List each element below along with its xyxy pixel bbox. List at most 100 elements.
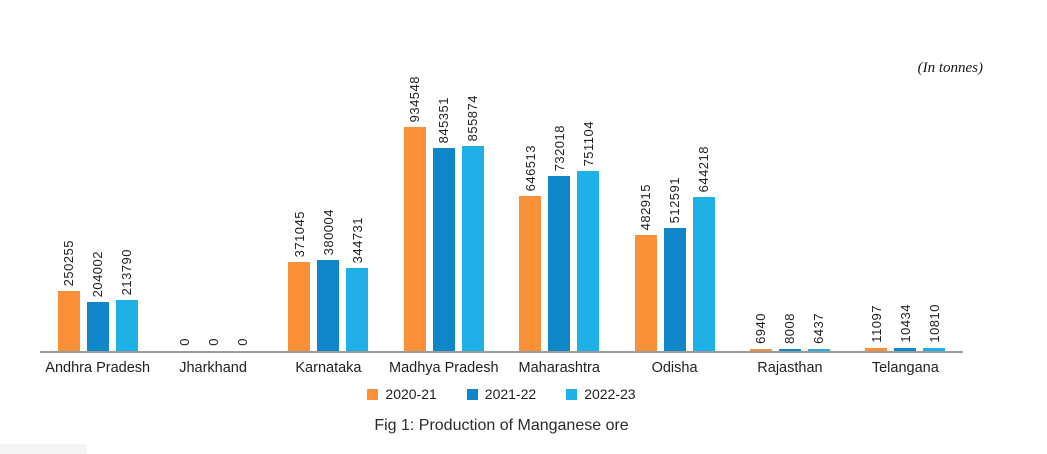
- bar-cell: 204002: [86, 51, 109, 351]
- bar-cell: 213790: [115, 51, 138, 351]
- bar-cell: 646513: [519, 51, 542, 351]
- bar-cell: 644218: [692, 51, 715, 351]
- bar-cell: 512591: [663, 51, 686, 351]
- bar-cell: 371045: [288, 51, 311, 351]
- bar: [865, 348, 888, 351]
- bar: [634, 235, 657, 351]
- bar-cell: 0: [231, 51, 253, 351]
- category-label: Maharashtra: [518, 360, 600, 376]
- legend-label: 2021-22: [484, 386, 537, 402]
- bar-cell: 855874: [461, 51, 484, 351]
- bar: [403, 127, 426, 351]
- bar-cell: 934548: [403, 51, 426, 351]
- category-label: Telangana: [871, 360, 939, 376]
- legend-label: 2022-23: [584, 386, 636, 402]
- bar: [115, 300, 138, 351]
- bar: [923, 348, 946, 351]
- bar-plot-area: 250255 204002 213790 0 0 0 371045 380004 344731 9…: [40, 51, 963, 353]
- chart-legend: 2020-21 2021-22 2022-23: [40, 386, 963, 402]
- bar: [57, 291, 80, 351]
- value-label: 0: [205, 338, 221, 346]
- bar: [663, 228, 686, 351]
- units-note: (In tonnes): [917, 60, 983, 76]
- bar-cell: 845351: [432, 51, 455, 351]
- bar-cell: 250255: [57, 51, 80, 351]
- figure-caption: Fig 1: Production of Manganese ore: [374, 417, 629, 434]
- bar: [778, 349, 801, 351]
- value-label: 10434: [897, 304, 913, 343]
- value-label: 6437: [811, 313, 827, 344]
- bar: [548, 176, 571, 351]
- value-label: 482915: [638, 183, 654, 230]
- bar-cell: 751104: [577, 51, 600, 351]
- legend-item: 2022-23: [566, 386, 636, 402]
- bar-cell: 10810: [923, 51, 946, 351]
- legend-item: 2021-22: [466, 386, 537, 402]
- value-label: 204002: [90, 250, 106, 297]
- value-label: 934548: [407, 75, 423, 122]
- legend-label: 2020-21: [385, 386, 437, 402]
- legend-item: 2020-21: [367, 386, 437, 402]
- bar-group: 934548 845351 855874: [386, 51, 501, 351]
- legend-swatch-icon: [367, 388, 379, 400]
- bar: [461, 146, 484, 351]
- bar-group: 11097 10434 10810: [848, 51, 963, 351]
- bar: [749, 349, 772, 351]
- value-label: 213790: [119, 248, 135, 295]
- bar-cell: 0: [173, 51, 195, 351]
- value-label: 11097: [868, 305, 884, 343]
- bar-group: 6940 8008 6437: [732, 51, 847, 351]
- bar-cell: 344731: [346, 51, 369, 351]
- bar-cell: 6437: [807, 51, 830, 351]
- value-label: 0: [234, 338, 250, 346]
- bar-group: 371045 380004 344731: [271, 51, 386, 351]
- bar-cell: 10434: [894, 51, 917, 351]
- value-label: 512591: [667, 176, 683, 223]
- value-label: 644218: [696, 145, 712, 192]
- bar-cell: 6940: [749, 51, 772, 351]
- bar-cell: 732018: [548, 51, 571, 351]
- bar: [432, 148, 455, 351]
- value-label: 380004: [320, 208, 336, 255]
- bar-cell: 380004: [317, 51, 340, 351]
- value-label: 0: [176, 338, 192, 346]
- bottom-left-strip: [0, 444, 87, 454]
- bar-cell: 8008: [778, 51, 801, 351]
- value-label: 344731: [349, 216, 365, 263]
- value-label: 371045: [291, 210, 307, 257]
- bar: [86, 302, 109, 351]
- category-label: Jharkhand: [179, 360, 247, 376]
- bar-cell: 11097: [865, 51, 888, 351]
- value-label: 250255: [61, 239, 77, 286]
- bar: [577, 171, 600, 351]
- value-label: 10810: [926, 304, 942, 343]
- bar-group: 482915 512591 644218: [617, 51, 732, 351]
- bar-group: 0 0 0: [155, 51, 270, 351]
- value-label: 8008: [782, 313, 798, 344]
- value-label: 646513: [522, 144, 538, 191]
- bar: [519, 196, 542, 351]
- category-label: Andhra Pradesh: [45, 360, 151, 376]
- bar: [807, 349, 830, 351]
- x-axis-category-row: Andhra Pradesh Jharkhand Karnataka Madhya P…: [40, 360, 963, 376]
- bar-cell: 482915: [634, 51, 657, 351]
- value-label: 855874: [465, 94, 481, 141]
- bar: [317, 260, 340, 351]
- legend-swatch-icon: [466, 388, 478, 400]
- category-label: Odisha: [651, 360, 698, 376]
- category-label: Madhya Pradesh: [389, 360, 499, 376]
- legend-swatch-icon: [566, 388, 578, 400]
- value-label: 732018: [551, 124, 567, 171]
- bar: [894, 348, 917, 351]
- bar: [288, 262, 311, 351]
- value-label: 751104: [580, 120, 596, 166]
- value-label: 845351: [436, 96, 452, 143]
- bar: [346, 268, 369, 351]
- category-label: Rajasthan: [757, 360, 823, 376]
- bar-cell: 0: [202, 51, 224, 351]
- bar-group: 646513 732018 751104: [502, 51, 617, 351]
- bar: [692, 197, 715, 351]
- value-label: 6940: [753, 313, 769, 344]
- category-label: Karnataka: [295, 360, 362, 376]
